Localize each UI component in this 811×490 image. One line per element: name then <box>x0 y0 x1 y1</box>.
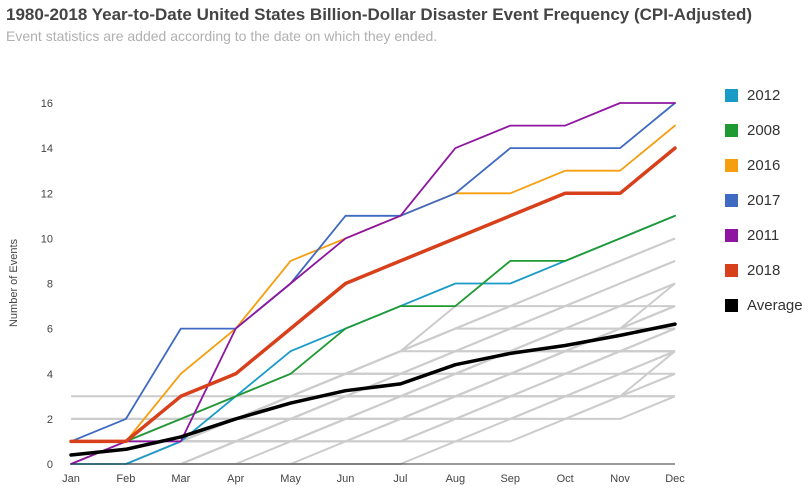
legend-item-average[interactable]: Average <box>725 288 803 323</box>
x-tick-label: Jun <box>337 473 355 485</box>
legend-swatch <box>725 124 738 137</box>
legend-label: 2016 <box>747 157 781 174</box>
y-axis-label: Number of Events <box>8 238 20 327</box>
x-tick-label: May <box>280 473 301 485</box>
legend-item-2016[interactable]: 2016 <box>725 148 803 183</box>
series-line-2008 <box>70 214 676 443</box>
y-tick-label: 2 <box>47 414 53 426</box>
legend-swatch <box>725 264 738 277</box>
x-tick-label: Nov <box>610 473 630 485</box>
y-tick-label: 4 <box>47 369 53 381</box>
legend-label: 2018 <box>747 262 781 279</box>
x-tick-label: Apr <box>227 473 244 485</box>
legend-swatch <box>725 299 738 312</box>
y-tick-label: 10 <box>41 233 53 245</box>
series-line-2017 <box>70 102 676 443</box>
legend-swatch <box>725 194 738 207</box>
legend-swatch <box>725 229 738 242</box>
x-tick-label: Sep <box>500 473 520 485</box>
x-tick-label: Dec <box>665 473 685 485</box>
y-tick-label: 0 <box>47 459 53 471</box>
legend-label: Average <box>747 297 803 314</box>
series-line-average <box>69 322 677 457</box>
x-tick-label: Feb <box>116 473 135 485</box>
x-tick-label: Mar <box>171 473 190 485</box>
y-tick-label: 14 <box>41 143 53 155</box>
legend-item-2018[interactable]: 2018 <box>725 253 803 288</box>
legend-label: 2011 <box>747 227 780 244</box>
legend-item-2011[interactable]: 2011 <box>725 218 803 253</box>
x-tick-label: Oct <box>557 473 574 485</box>
chart-title: 1980-2018 Year-to-Date United States Bil… <box>6 5 753 24</box>
background-series-line <box>71 327 676 420</box>
legend-item-2012[interactable]: 2012 <box>725 78 803 113</box>
series-line-2011 <box>70 102 676 465</box>
legend-swatch <box>725 159 738 172</box>
y-tick-label: 12 <box>41 188 53 200</box>
series-line-2018 <box>69 146 677 444</box>
x-tick-label: Aug <box>446 473 466 485</box>
x-tick-label: Jan <box>62 473 80 485</box>
legend-swatch <box>725 89 738 102</box>
legend-label: 2008 <box>747 122 781 139</box>
legend-label: 2012 <box>747 87 781 104</box>
y-tick-label: 8 <box>47 279 53 291</box>
y-tick-label: 6 <box>47 324 53 336</box>
highlighted-year-lines <box>69 102 677 465</box>
legend-label: 2017 <box>747 192 781 209</box>
chart-legend: 2012 2008 2016 2017 2011 2018 Average <box>725 78 803 323</box>
x-tick-label: Jul <box>393 473 407 485</box>
y-tick-label: 16 <box>41 98 53 110</box>
series-line-2016 <box>70 124 676 443</box>
x-axis-ticks: Jan Feb Mar Apr May Jun Jul Aug Sep Oct Nov Dec <box>62 473 685 485</box>
y-axis-ticks: 0 2 4 6 8 10 12 14 16 <box>41 98 53 471</box>
legend-item-2017[interactable]: 2017 <box>725 183 803 218</box>
chart-subtitle: Event statistics are added according to … <box>6 28 438 44</box>
legend-item-2008[interactable]: 2008 <box>725 113 803 148</box>
